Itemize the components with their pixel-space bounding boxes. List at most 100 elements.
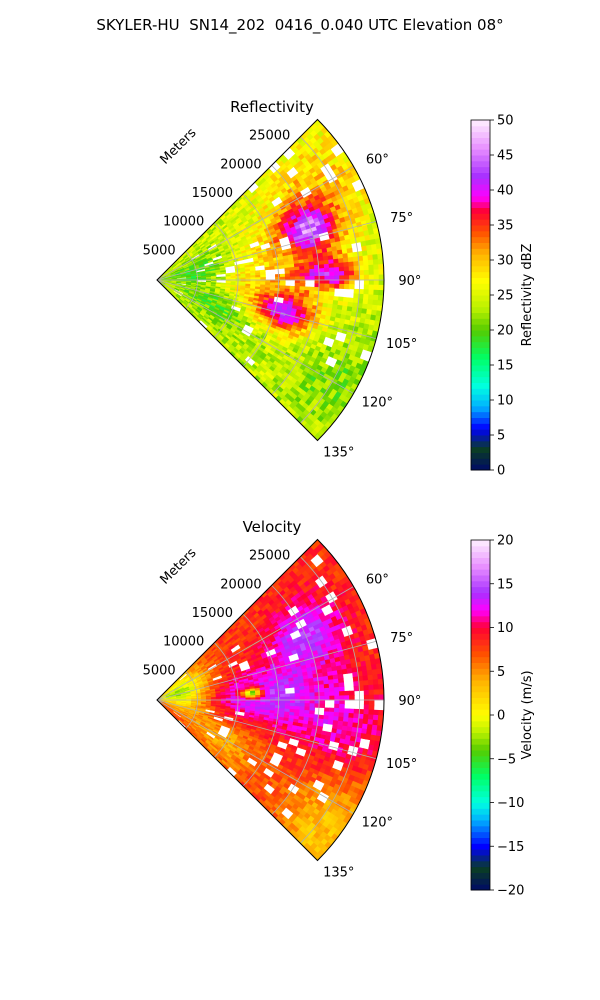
colorbar-segment	[471, 172, 490, 179]
colorbar-segment	[471, 429, 490, 436]
colorbar-segment	[471, 341, 490, 348]
data-cell	[284, 273, 291, 278]
data-cell	[299, 696, 306, 701]
data-cell	[304, 689, 311, 694]
data-cell	[299, 702, 306, 708]
data-cell	[299, 692, 306, 698]
data-cell	[324, 271, 330, 277]
colorbar-label: Reflectivity dBZ	[520, 244, 535, 347]
azimuth-tick-label: 90°	[398, 274, 421, 289]
colorbar-segment	[471, 166, 490, 173]
data-cell	[254, 262, 260, 267]
data-cell	[338, 266, 345, 272]
data-cell	[274, 693, 281, 698]
data-cell	[215, 272, 222, 275]
data-cell	[372, 299, 379, 306]
figure-title: SKYLER-HU SN14_202 0416_0.040 UTC Elevat…	[96, 16, 504, 34]
data-cell	[367, 294, 374, 301]
data-cell	[323, 263, 330, 269]
colorbar-segment	[471, 248, 490, 255]
data-cell	[284, 693, 291, 698]
data-cell	[362, 298, 369, 305]
colorbar-segment	[471, 236, 490, 243]
data-cell	[304, 269, 311, 274]
data-cell	[367, 259, 374, 266]
data-cell	[220, 271, 227, 275]
colorbar-segment	[471, 440, 490, 448]
data-cell	[372, 254, 379, 261]
colorbar-segment	[471, 254, 490, 261]
reflectivity-panel: Reflectivity500010000150002000025000Mete…	[143, 98, 535, 479]
data-cell	[363, 274, 370, 281]
colorbar-segment	[471, 265, 490, 273]
data-cell	[349, 275, 355, 281]
data-cell	[270, 694, 276, 698]
colorbar-segment	[471, 335, 490, 343]
data-cell	[264, 266, 271, 271]
colorbar-segment	[471, 300, 490, 308]
range-tick-label: 25000	[249, 129, 290, 144]
data-cell	[294, 702, 301, 707]
data-cell	[352, 251, 359, 258]
colorbar-segment	[471, 207, 490, 214]
colorbar-segment	[471, 195, 490, 203]
data-cell	[284, 684, 291, 689]
data-cell	[363, 294, 370, 300]
data-cell	[344, 284, 350, 290]
data-cell	[372, 294, 379, 301]
data-cell	[373, 289, 380, 296]
colorbar-segment	[471, 155, 490, 162]
data-cell	[275, 699, 281, 704]
data-cell	[334, 283, 340, 289]
data-cell	[368, 289, 375, 296]
data-cell	[368, 274, 375, 281]
colorbar-segment	[471, 417, 490, 424]
colorbar-tick-label: 50	[497, 114, 514, 129]
data-cell	[329, 275, 335, 281]
colorbar-segment	[471, 271, 490, 278]
colorbar-segment	[471, 137, 490, 144]
data-cell	[363, 260, 370, 266]
colorbar-segment	[471, 283, 490, 290]
colorbar-segment	[471, 318, 490, 325]
colorbar-segment	[471, 458, 490, 465]
data-cell	[372, 259, 379, 266]
data-cell	[343, 266, 350, 272]
azimuth-tick-label: 105°	[386, 337, 417, 352]
data-cell	[348, 261, 355, 267]
azimuth-tick-label: 135°	[323, 446, 354, 461]
data-cell	[309, 276, 316, 281]
colorbar-tick-label: 35	[497, 219, 514, 234]
data-cell	[309, 265, 315, 270]
data-cell	[348, 284, 355, 290]
data-cell	[319, 287, 325, 292]
data-cell	[275, 696, 281, 701]
data-cell	[329, 283, 335, 289]
data-cell	[294, 279, 301, 284]
data-cell	[328, 263, 335, 269]
data-cell	[328, 287, 335, 293]
colorbar-segment	[471, 353, 490, 360]
data-cell	[289, 696, 296, 701]
data-cell	[273, 293, 280, 298]
colorbar-segment	[471, 201, 490, 208]
data-cell	[367, 299, 374, 306]
data-cell	[304, 692, 311, 697]
data-cell	[347, 256, 354, 263]
data-cell	[324, 283, 330, 289]
data-cell	[344, 279, 350, 285]
data-cell	[363, 269, 370, 276]
colorbar-segment	[471, 411, 490, 418]
data-cell	[279, 264, 286, 269]
colorbar-segment	[471, 120, 490, 127]
data-cell	[333, 262, 340, 269]
panel-title: Velocity	[243, 518, 302, 536]
data-cell	[275, 279, 281, 284]
data-cell	[367, 254, 374, 261]
colorbar-segment	[471, 225, 490, 232]
data-cell	[294, 699, 301, 704]
data-cell	[361, 250, 369, 257]
colorbar-segment	[471, 312, 490, 319]
